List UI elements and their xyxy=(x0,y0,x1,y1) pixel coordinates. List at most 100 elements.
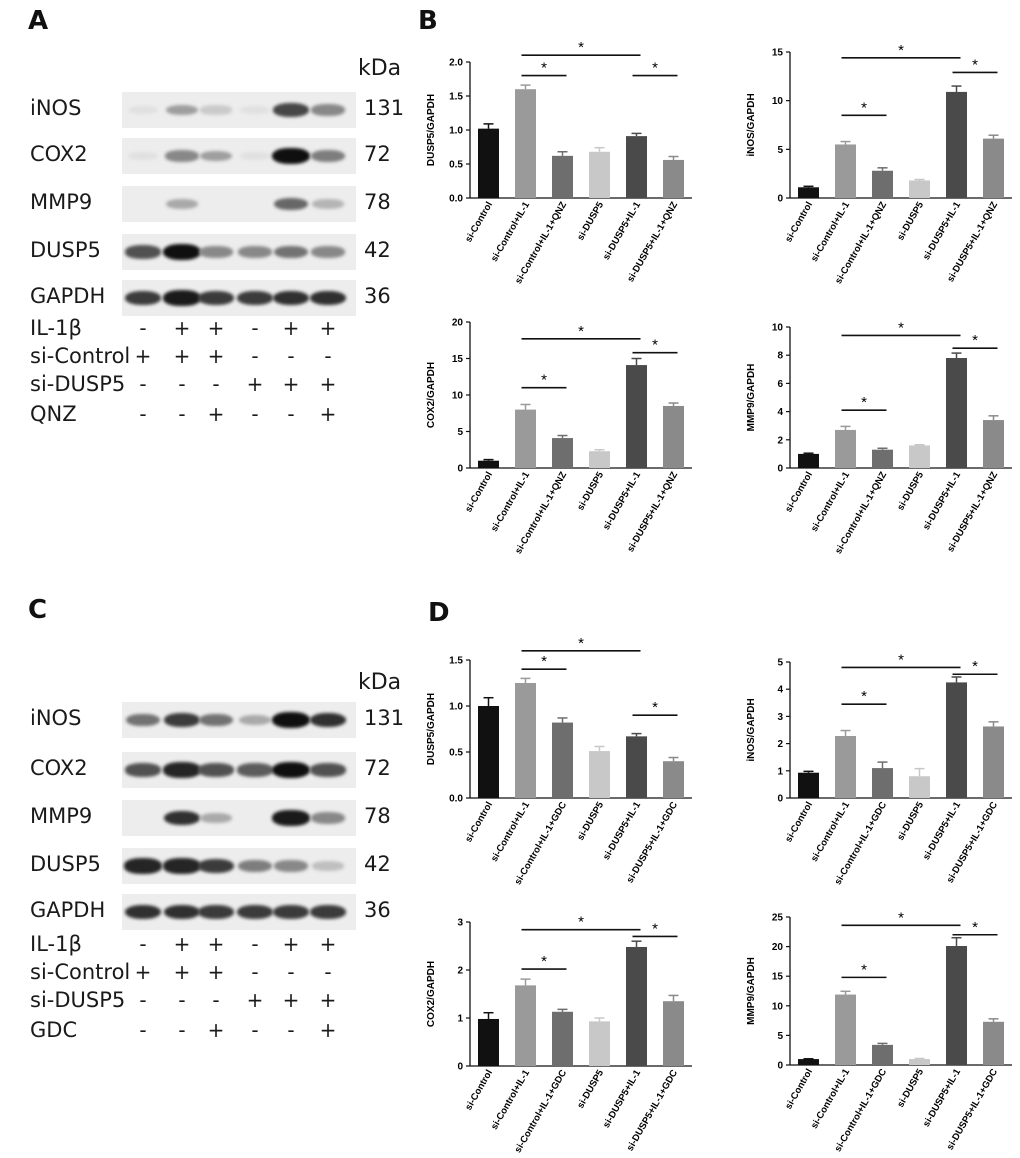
condition-sign: - xyxy=(287,1018,295,1042)
significance-star: * xyxy=(652,60,658,77)
significance-star: * xyxy=(972,658,978,675)
x-tick-label: si-DUSP5 xyxy=(895,1066,926,1109)
blot-band xyxy=(272,904,310,920)
bar xyxy=(909,1059,930,1065)
y-tick-label: 2.0 xyxy=(449,58,463,69)
condition-sign: - xyxy=(324,960,332,984)
x-tick-label: si-Control xyxy=(783,1067,815,1111)
bar xyxy=(552,722,573,798)
condition-label: IL-1β xyxy=(30,932,82,956)
condition-sign: + xyxy=(282,372,300,396)
molecular-weight: 42 xyxy=(364,238,391,262)
condition-label: si-DUSP5 xyxy=(30,372,126,396)
blot-row-label: DUSP5 xyxy=(30,852,101,876)
condition-sign: + xyxy=(319,372,337,396)
y-tick-label: 25 xyxy=(772,913,784,924)
bar xyxy=(589,1021,610,1066)
x-tick-label: si-DUSP5 xyxy=(575,1067,606,1110)
molecular-weight: 78 xyxy=(364,804,391,828)
bar xyxy=(835,994,856,1065)
blot-band xyxy=(163,810,201,826)
y-tick-label: 1.5 xyxy=(449,656,463,667)
blot-row-label: COX2 xyxy=(30,142,88,166)
x-tick-label: si-Control+IL-1 xyxy=(489,799,533,863)
y-tick-label: 8 xyxy=(777,351,783,362)
condition-sign: - xyxy=(251,316,259,340)
condition-sign: + xyxy=(282,316,300,340)
x-tick-label: si-DUSP5+IL-1 xyxy=(601,469,643,532)
significance-star: * xyxy=(578,39,584,56)
x-tick-label: si-DUSP5 xyxy=(575,469,606,512)
x-tick-label: si-Control xyxy=(783,470,815,514)
blot-band xyxy=(309,904,347,920)
condition-sign: - xyxy=(212,988,220,1012)
significance-star: * xyxy=(861,394,867,411)
condition-sign: - xyxy=(139,316,147,340)
y-tick-label: 10 xyxy=(452,391,464,402)
condition-label: QNZ xyxy=(30,402,77,426)
blot-band xyxy=(199,812,233,824)
x-tick-label: si-Control xyxy=(783,200,815,244)
blot-band xyxy=(272,148,310,164)
y-tick-label: 3 xyxy=(457,918,463,929)
condition-sign: - xyxy=(139,372,147,396)
bar xyxy=(552,155,573,198)
significance-star: * xyxy=(541,653,547,670)
y-tick-label: 2 xyxy=(777,739,783,750)
y-tick-label: 5 xyxy=(457,427,463,438)
condition-sign: - xyxy=(251,344,259,368)
bar xyxy=(798,772,819,798)
bar xyxy=(909,445,930,468)
blot-band xyxy=(311,104,345,116)
y-tick-label: 5 xyxy=(777,1031,783,1042)
x-tick-label: si-DUSP5+IL-1 xyxy=(601,199,643,262)
chart-cox2-qnz: COX2/GAPDH 0 5 10 15 20 si-Controlsi-Control+I… xyxy=(426,318,692,556)
blot-band xyxy=(239,151,271,161)
significance-star: * xyxy=(578,635,584,652)
blot-band xyxy=(197,290,235,306)
condition-sign: - xyxy=(178,402,186,426)
significance-star: * xyxy=(578,914,584,931)
condition-sign: + xyxy=(207,1018,225,1042)
condition-sign: + xyxy=(173,344,191,368)
y-tick-label: 20 xyxy=(772,942,784,953)
kda-label: kDa xyxy=(358,56,402,81)
bar xyxy=(983,726,1004,798)
bar xyxy=(946,358,967,468)
y-axis-label: DUSP5/GAPDH xyxy=(426,94,437,166)
blot-band xyxy=(127,105,159,115)
condition-sign: - xyxy=(178,372,186,396)
condition-sign: + xyxy=(173,932,191,956)
x-tick-label: si-DUSP5 xyxy=(895,469,926,512)
y-axis-label: COX2/GAPDH xyxy=(426,961,437,1027)
condition-sign: - xyxy=(139,932,147,956)
bar xyxy=(983,1021,1004,1065)
bar xyxy=(835,144,856,198)
blot-band xyxy=(273,103,309,117)
chart-inos-qnz: iNOS/GAPDH 0 5 10 15 si-Controlsi-Control+IL-… xyxy=(746,42,1012,286)
condition-sign: - xyxy=(139,1018,147,1042)
blot-band xyxy=(124,858,162,874)
bar xyxy=(478,1018,499,1066)
y-tick-label: 2 xyxy=(457,966,463,977)
y-tick-label: 10 xyxy=(772,96,784,107)
y-tick-label: 5 xyxy=(777,145,783,156)
panel-letter-a: A xyxy=(28,6,49,36)
y-tick-label: 0.0 xyxy=(449,794,463,805)
chart-dusp5-gdc: DUSP5/GAPDH 0.0 0.5 1.0 1.5 si-Controlsi-Cont… xyxy=(426,635,692,887)
blot-band xyxy=(238,246,272,258)
blot-band xyxy=(236,290,274,306)
y-tick-label: 0 xyxy=(457,1062,463,1073)
bar xyxy=(663,405,684,468)
y-axis-label: iNOS/GAPDH xyxy=(746,698,757,761)
condition-sign: - xyxy=(251,402,259,426)
x-tick-label: si-DUSP5 xyxy=(575,799,606,842)
molecular-weight: 72 xyxy=(364,756,391,780)
blot-band xyxy=(124,290,162,306)
blot-band xyxy=(274,860,308,872)
blot-row-label: GAPDH xyxy=(30,898,106,922)
bar xyxy=(872,768,893,798)
condition-sign: + xyxy=(207,960,225,984)
molecular-weight: 78 xyxy=(364,190,391,214)
x-tick-label: si-DUSP5 xyxy=(895,199,926,242)
